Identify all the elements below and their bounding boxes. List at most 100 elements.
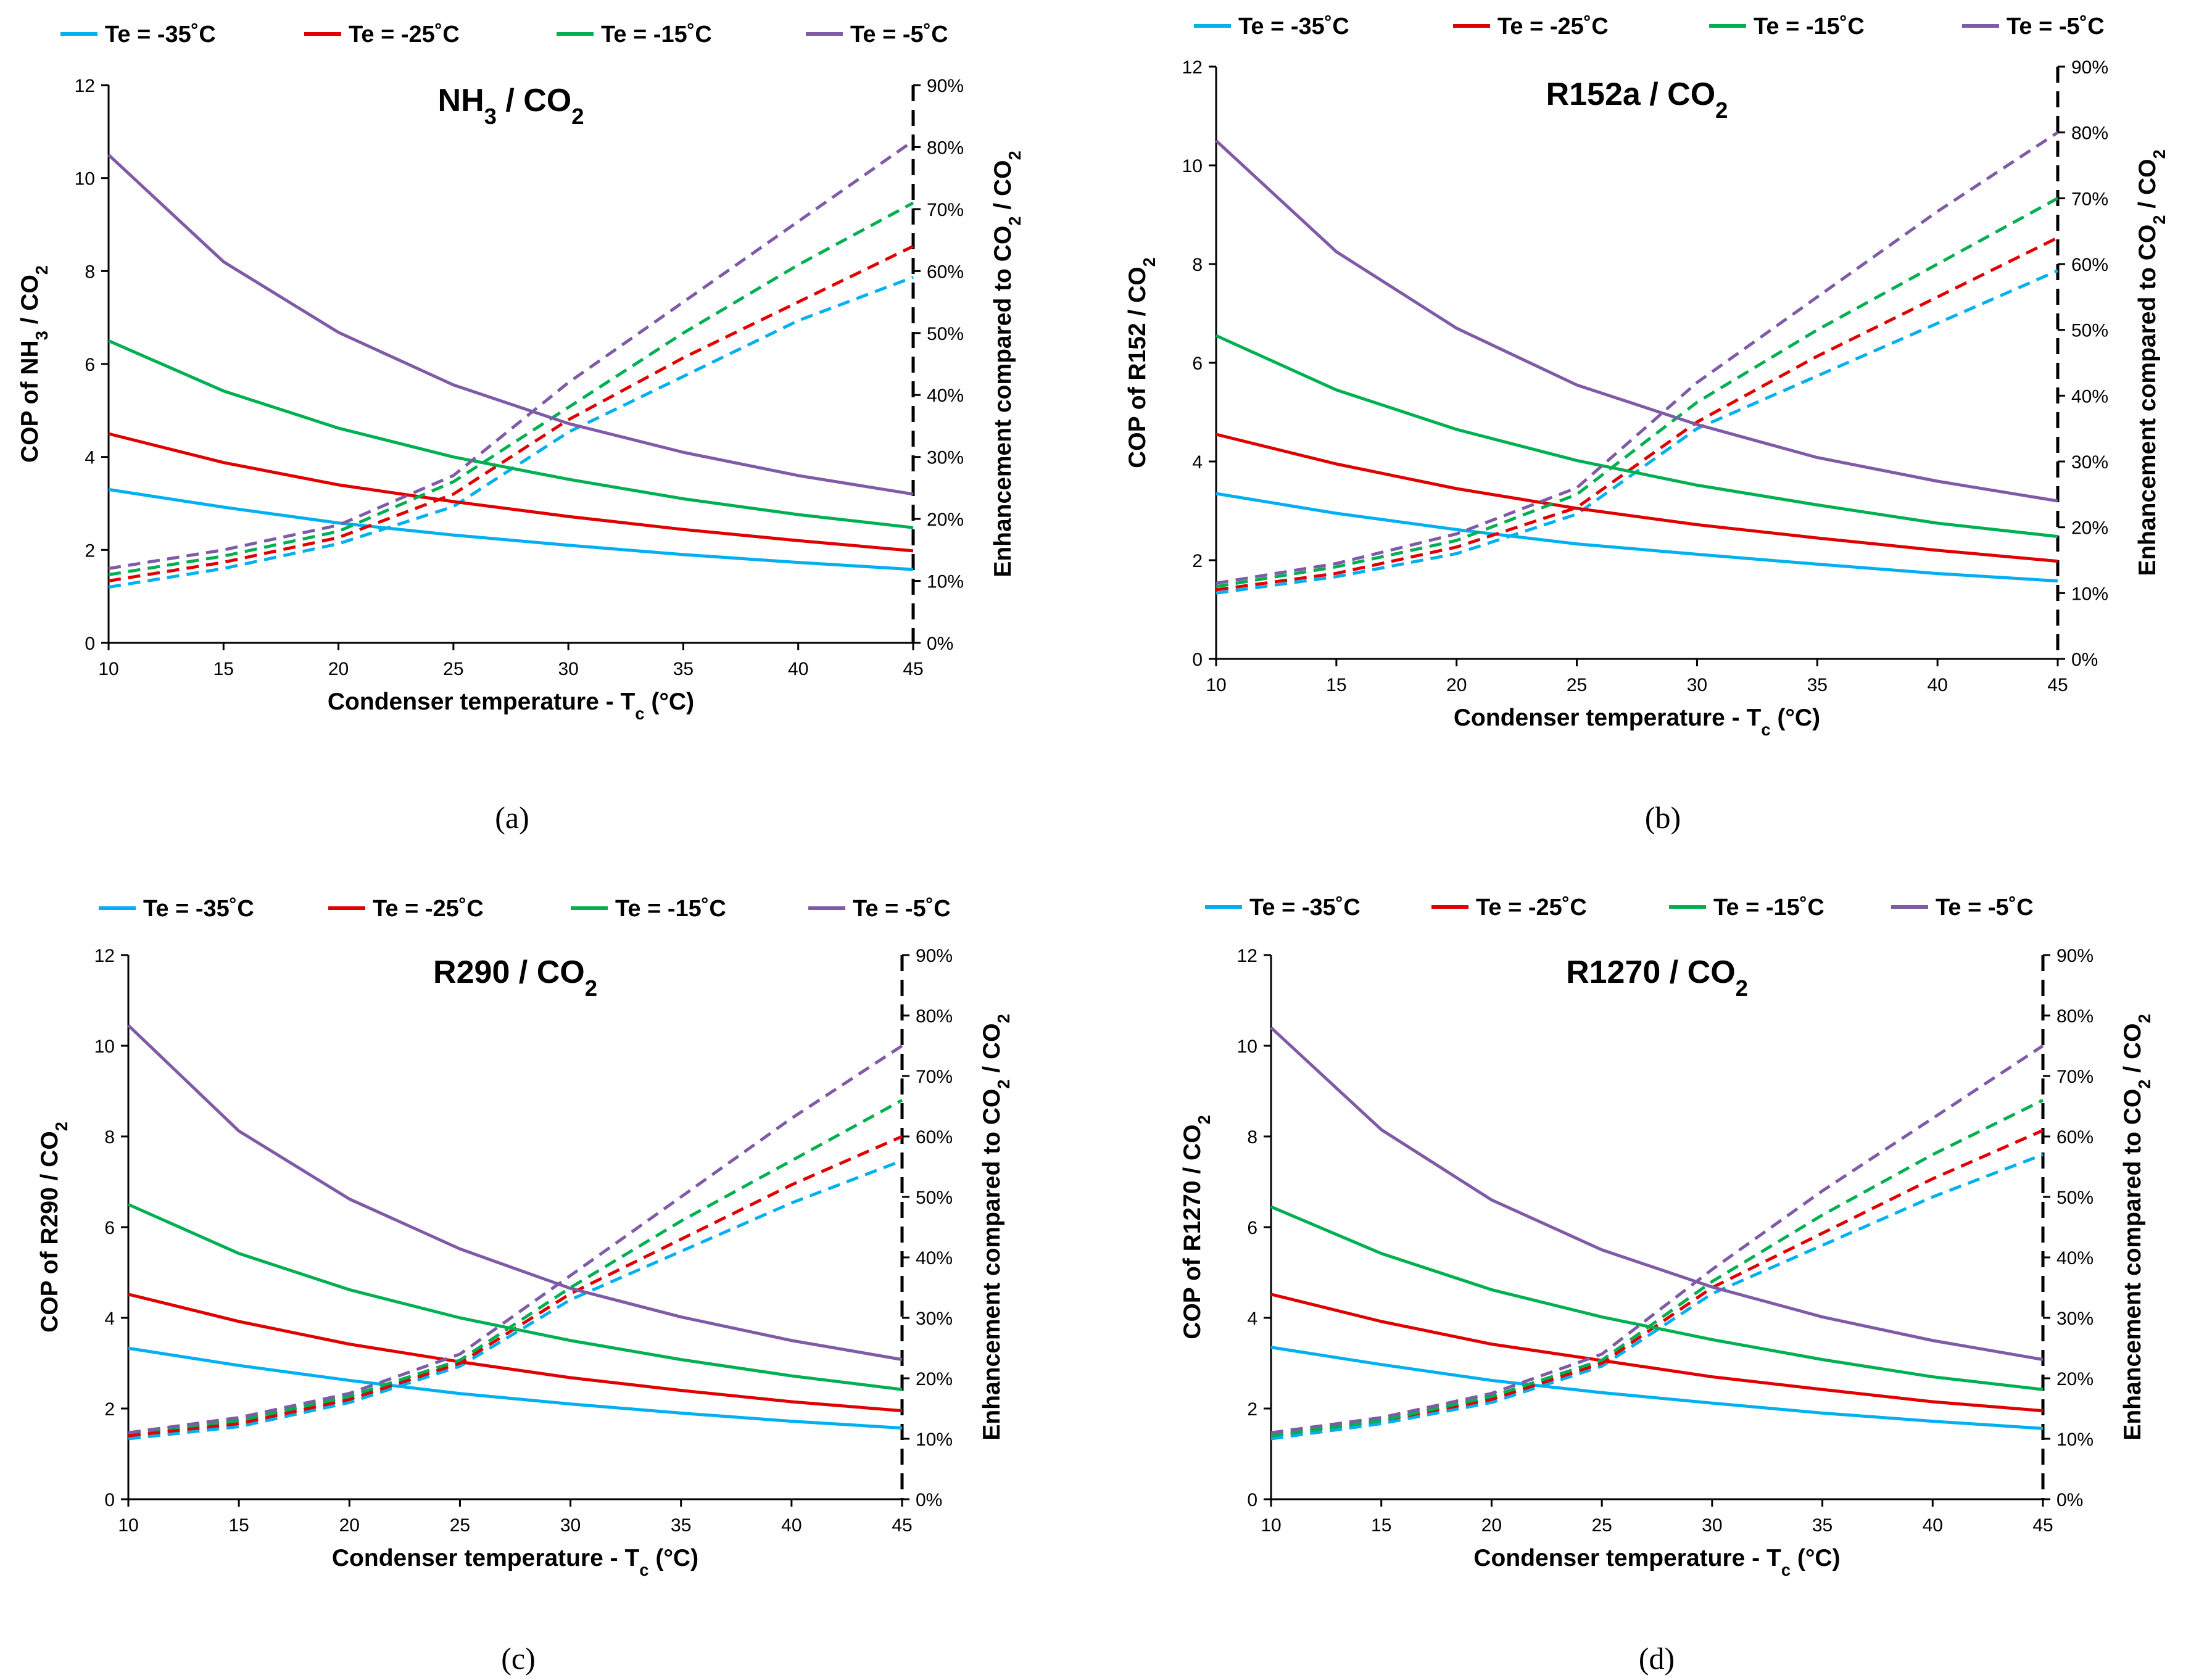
series-enhancement-line — [1270, 1153, 2044, 1441]
y-tick-label: 12 — [94, 946, 115, 966]
x-tick-label: 30 — [1702, 1515, 1722, 1536]
series-cop-line — [1270, 1346, 2044, 1430]
y2-tick-label: 80% — [2071, 123, 2108, 144]
y2-tick-label: 70% — [2056, 1067, 2094, 1087]
x-tick-label: 40 — [788, 659, 808, 679]
x-tick-label: 45 — [903, 659, 923, 679]
x-axis-label: Condenser temperature - Tc (°C) — [1473, 1545, 1840, 1579]
y2-tick-label: 20% — [2056, 1369, 2094, 1389]
series-enhancement-line — [1216, 197, 2059, 589]
x-tick-label: 10 — [1206, 675, 1226, 695]
y2-tick-label: 30% — [2071, 452, 2108, 473]
y2-axis-label: Enhancement compared to CO2 / CO2 — [979, 1014, 1013, 1440]
legend: Te = -35˚C Te = -25˚C Te = -15˚C Te = -5˚C — [1194, 14, 2105, 39]
y-tick-label: 12 — [75, 76, 95, 96]
y-tick-label: 8 — [85, 262, 95, 282]
x-tick-label: 20 — [339, 1515, 360, 1536]
x-tick-label: 30 — [560, 1515, 581, 1536]
x-tick-label: 25 — [443, 659, 463, 679]
y2-tick-label: 20% — [927, 510, 964, 530]
x-tick-label: 25 — [450, 1515, 470, 1536]
legend: Te = -35˚C Te = -25˚C Te = -15˚C Te = -5˚C — [99, 896, 951, 922]
series-enhancement-line — [1216, 131, 2059, 585]
chart-panel-c: 10 15 20 25 30 35 40 45 0 2 4 6 8 10 12 0% 10% 20% 30% 40% 5… — [36, 896, 1013, 1676]
series-cop-line — [108, 487, 914, 571]
x-tick-label: 10 — [1261, 1515, 1281, 1536]
y-tick-label: 2 — [104, 1399, 115, 1420]
series-cop-line — [1216, 492, 2058, 583]
x-tick-label: 35 — [1812, 1515, 1833, 1536]
y2-tick-label: 40% — [2071, 386, 2108, 407]
y2-tick-label: 10% — [916, 1430, 953, 1450]
series-cop-line — [1270, 1293, 2044, 1413]
y2-tick-label: 80% — [927, 138, 964, 158]
x-tick-label: 40 — [1923, 1515, 1943, 1536]
series-cop-line — [1270, 1205, 2044, 1391]
series-enhancement-line — [1270, 1128, 2044, 1438]
y2-tick-label: 10% — [2056, 1430, 2094, 1450]
chart-title: NH3 / CO2 — [438, 83, 584, 129]
y2-tick-label: 50% — [2071, 321, 2108, 341]
x-tick-label: 25 — [1567, 675, 1587, 695]
legend-label: Te = -25˚C — [1497, 14, 1609, 39]
y2-axis-label: Enhancement compared to CO2 / CO2 — [2119, 1014, 2154, 1440]
series-enhancement-line — [108, 201, 914, 576]
y2-tick-label: 90% — [927, 76, 964, 96]
series-cop-line — [127, 1024, 903, 1362]
chart-title: R152a / CO2 — [1546, 77, 1728, 123]
x-axis-label: Condenser temperature - Tc (°C) — [332, 1545, 698, 1579]
panel-caption: (d) — [1639, 1641, 1675, 1676]
y2-tick-label: 70% — [2071, 189, 2108, 209]
x-tick-label: 45 — [892, 1515, 912, 1536]
x-tick-label: 30 — [558, 659, 578, 679]
legend-label: Te = -5˚C — [850, 22, 948, 48]
y2-tick-label: 30% — [916, 1309, 953, 1329]
series-cop-line — [128, 1293, 903, 1413]
series-enhancement-line — [1270, 1044, 2044, 1434]
legend-label: Te = -25˚C — [373, 896, 484, 922]
legend-label: Te = -5˚C — [2007, 14, 2105, 39]
y2-tick-label: 60% — [916, 1127, 953, 1148]
y-tick-label: 4 — [1192, 452, 1203, 473]
y2-tick-label: 10% — [2071, 584, 2108, 604]
y2-tick-label: 20% — [916, 1369, 953, 1389]
y-tick-label: 2 — [1192, 551, 1203, 571]
x-tick-label: 20 — [1481, 1515, 1502, 1536]
y2-tick-label: 60% — [2071, 255, 2108, 275]
y2-tick-label: 20% — [2071, 518, 2108, 539]
series-cop-line — [107, 339, 914, 529]
x-tick-label: 15 — [1326, 675, 1346, 695]
panel-caption: (c) — [501, 1641, 536, 1676]
x-tick-label: 35 — [671, 1515, 691, 1536]
y-axis-label: COP of R152 / CO2 — [1124, 257, 1159, 468]
series-enhancement-line — [1216, 236, 2059, 592]
y2-axis-label: Enhancement compared to CO2 / CO2 — [2134, 149, 2169, 576]
x-tick-label: 20 — [1446, 675, 1467, 695]
y-tick-label: 12 — [1237, 946, 1257, 966]
legend-label: Te = -15˚C — [601, 22, 712, 48]
y2-axis-label: Enhancement compared to CO2 / CO2 — [990, 151, 1024, 577]
x-tick-label: 40 — [781, 1515, 801, 1536]
y-tick-label: 10 — [1237, 1037, 1257, 1057]
y-tick-label: 0 — [1192, 650, 1203, 670]
series-enhancement-line — [128, 1159, 903, 1441]
y-tick-label: 8 — [1192, 255, 1203, 275]
y-tick-label: 10 — [75, 169, 95, 189]
y2-tick-label: 80% — [2056, 1006, 2094, 1027]
y2-tick-label: 0% — [916, 1490, 942, 1510]
x-tick-label: 35 — [1807, 675, 1828, 695]
x-tick-label: 25 — [1591, 1515, 1612, 1536]
x-tick-label: 30 — [1687, 675, 1707, 695]
y-tick-label: 6 — [1247, 1218, 1257, 1238]
y2-tick-label: 40% — [916, 1248, 953, 1268]
chart-title: R1270 / CO2 — [1566, 954, 1748, 1001]
series-cop-line — [127, 1202, 903, 1391]
x-tick-label: 35 — [673, 659, 694, 679]
y2-tick-label: 90% — [2071, 57, 2108, 78]
series-enhancement-line — [128, 1044, 903, 1434]
y-tick-label: 12 — [1182, 57, 1203, 78]
x-axis-label: Condenser temperature - Tc (°C) — [328, 689, 694, 723]
series-enhancement-line — [128, 1135, 903, 1438]
y2-tick-label: 50% — [2056, 1188, 2094, 1208]
x-tick-label: 45 — [2032, 1515, 2053, 1536]
